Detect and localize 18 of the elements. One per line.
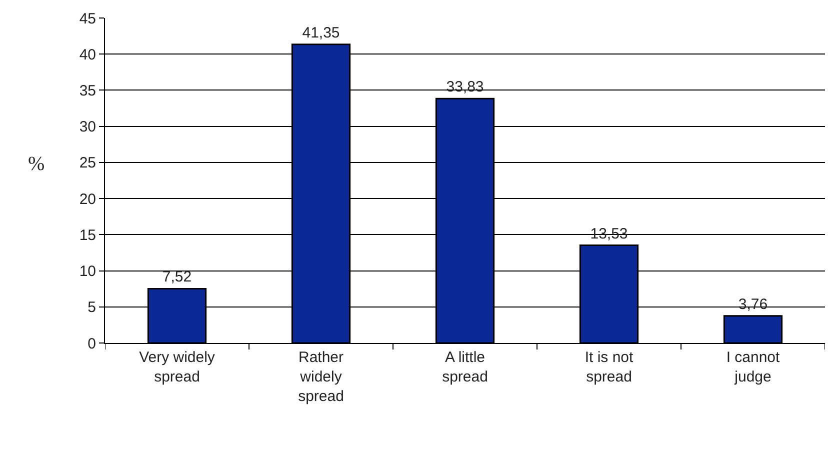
y-tick-label: 20 <box>79 190 96 208</box>
x-tick-label: It is not spread <box>584 349 634 386</box>
x-tick-label: A little spread <box>442 349 488 386</box>
x-tick-label: I cannot judge <box>726 349 781 386</box>
y-tick-label: 40 <box>79 46 96 64</box>
y-axis-title: % <box>28 153 45 175</box>
y-tick-label: 0 <box>88 335 96 352</box>
y-tick-label: 45 <box>79 10 96 28</box>
y-tick-label: 35 <box>79 82 96 100</box>
y-tick-label: 15 <box>79 226 96 244</box>
y-tick-label: 5 <box>88 299 96 316</box>
x-tick-label: Rather widely spread <box>298 349 344 405</box>
data-label: 41,35 <box>302 24 340 42</box>
y-tick-label: 10 <box>79 263 96 280</box>
y-tick-label: 25 <box>79 154 96 172</box>
y-tick-label: 30 <box>79 118 96 136</box>
data-label: 7,52 <box>162 268 192 286</box>
x-tick-label: Very widely spread <box>139 349 216 386</box>
